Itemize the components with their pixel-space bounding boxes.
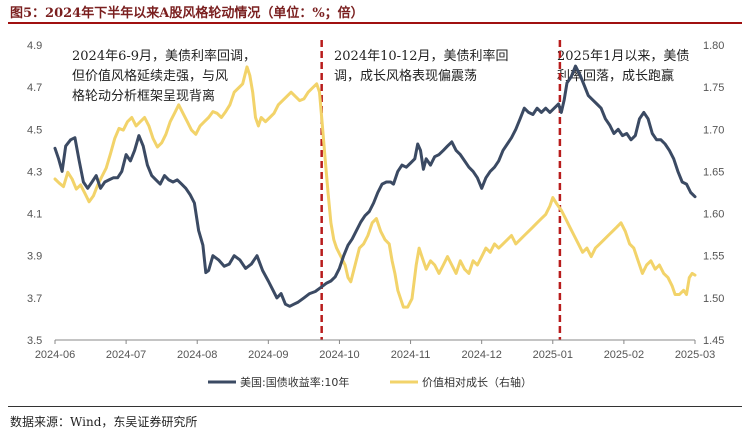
legend-label-value-vs-growth: 价值相对成长（右轴）: [422, 375, 532, 389]
y-right-tick-label: 1.80: [703, 40, 724, 52]
y-left-tick-label: 4.5: [27, 124, 42, 136]
y-left-tick-label: 3.5: [27, 335, 42, 347]
y-left-tick-label: 3.9: [27, 251, 42, 263]
annotation-text: 但价值风格延续走强，与风: [72, 68, 228, 84]
annotation-text: 2025年1月以来，美债: [557, 49, 689, 64]
legend: 美国:国债收益率:10年 价值相对成长（右轴）: [208, 375, 532, 389]
y-left-tick-label: 4.9: [27, 40, 42, 52]
legend-label-us-10y-yield: 美国:国债收益率:10年: [240, 375, 349, 389]
title-rule: [8, 22, 742, 24]
x-tick-label: 2024-06: [35, 349, 75, 361]
y-left-tick-label: 4.3: [27, 166, 42, 178]
y-right-tick-label: 1.60: [703, 209, 724, 221]
data-source: 数据来源：Wind，东吴证券研究所: [10, 415, 198, 429]
series-line-us-10y-yield: [53, 64, 697, 308]
x-tick-label: 2024-07: [106, 349, 146, 361]
y-right-tick-label: 1.55: [703, 251, 724, 263]
axis-layer: 2024-06 2024-07 2024-08 2024-09 2024-10 2024-…: [27, 40, 724, 361]
y-right-tick-label: 1.65: [703, 166, 724, 178]
annotation-text: 利率回落，成长跑赢: [557, 68, 674, 84]
y-left-tick-label: 4.1: [27, 209, 42, 221]
x-tick-label: 2025-02: [604, 349, 644, 361]
y-right-tick-label: 1.75: [703, 82, 724, 94]
x-tick-label: 2024-11: [391, 349, 431, 361]
divider-layer: [320, 40, 562, 340]
y-left-tick-label: 4.7: [27, 82, 42, 94]
x-tick-label: 2025-03: [675, 349, 715, 361]
annotation-text: 2024年10-12月，美债利率回: [334, 48, 509, 64]
series-layer: [53, 64, 697, 309]
x-tick-label: 2024-10: [319, 349, 359, 361]
annotation-text: 2024年6-9月，美债利率回调，: [72, 48, 256, 64]
annotation-text: 调，成长风格表现偏震荡: [334, 68, 477, 84]
chart-title: 图5：2024年下半年以来A股风格轮动情况（单位：%；倍）: [10, 6, 364, 21]
y-right-tick-label: 1.50: [703, 293, 724, 305]
y-right-tick-label: 1.45: [703, 335, 724, 347]
footer-rule: [8, 406, 742, 407]
x-tick-label: 2024-12: [461, 349, 501, 361]
annotation-layer: 2024年6-9月，美债利率回调， 但价值风格延续走强，与风格轮动分析框架呈现背离…: [72, 48, 689, 104]
y-left-tick-label: 3.7: [27, 293, 42, 305]
series-line-value-vs-growth: [53, 65, 697, 309]
annotation-text: 格轮动分析框架呈现背离: [72, 88, 215, 104]
x-tick-label: 2025-01: [533, 349, 573, 361]
x-tick-label: 2024-08: [177, 349, 217, 361]
x-tick-label: 2024-09: [248, 349, 288, 361]
y-right-tick-label: 1.70: [703, 124, 724, 136]
